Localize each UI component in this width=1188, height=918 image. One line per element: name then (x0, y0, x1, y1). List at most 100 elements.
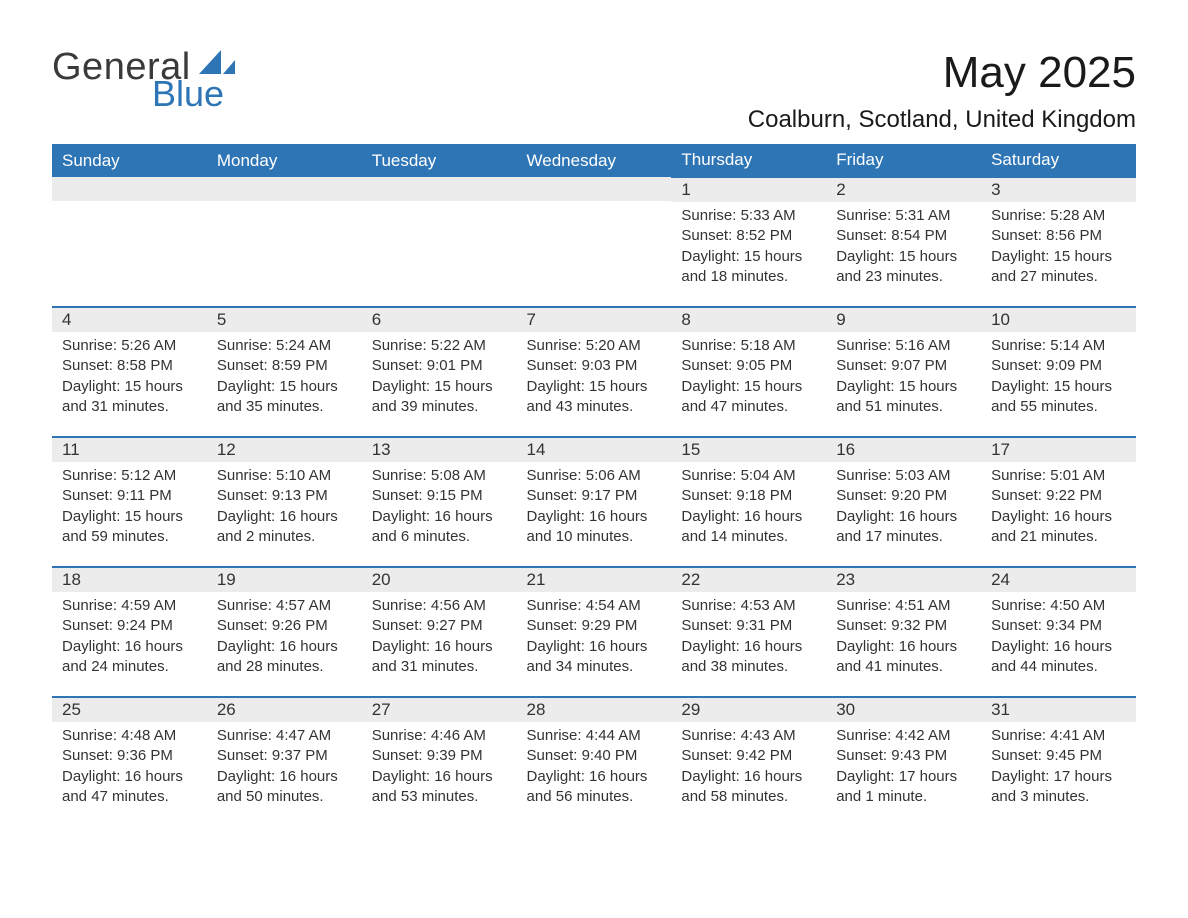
sunset-text: Sunset: 9:09 PM (991, 356, 1126, 376)
day-details: Sunrise: 5:20 AMSunset: 9:03 PMDaylight:… (523, 336, 666, 417)
brand-logo: General Blue (52, 48, 237, 112)
sunset-text: Sunset: 9:31 PM (681, 616, 816, 636)
sunrise-text: Sunrise: 5:12 AM (62, 466, 197, 486)
daylight-text: Daylight: 16 hours and 38 minutes. (681, 637, 816, 678)
calendar-row: 11Sunrise: 5:12 AMSunset: 9:11 PMDayligh… (52, 437, 1136, 567)
sunrise-text: Sunrise: 5:08 AM (372, 466, 507, 486)
weekday-header: Saturday (981, 144, 1136, 177)
day-number: 26 (207, 698, 362, 722)
location-subtitle: Coalburn, Scotland, United Kingdom (748, 106, 1136, 134)
sunrise-text: Sunrise: 4:46 AM (372, 726, 507, 746)
day-details: Sunrise: 5:18 AMSunset: 9:05 PMDaylight:… (677, 336, 820, 417)
sunset-text: Sunset: 9:40 PM (527, 746, 662, 766)
daylight-text: Daylight: 15 hours and 47 minutes. (681, 377, 816, 418)
daylight-text: Daylight: 16 hours and 17 minutes. (836, 507, 971, 548)
sunrise-text: Sunrise: 5:04 AM (681, 466, 816, 486)
day-details: Sunrise: 5:33 AMSunset: 8:52 PMDaylight:… (677, 206, 820, 287)
sunset-text: Sunset: 9:03 PM (527, 356, 662, 376)
calendar-cell: 6 Sunrise: 5:22 AMSunset: 9:01 PMDaylight… (362, 307, 517, 437)
daylight-text: Daylight: 17 hours and 3 minutes. (991, 767, 1126, 808)
day-details: Sunrise: 4:43 AMSunset: 9:42 PMDaylight:… (677, 726, 820, 807)
sunrise-text: Sunrise: 4:57 AM (217, 596, 352, 616)
daylight-text: Daylight: 15 hours and 55 minutes. (991, 377, 1126, 418)
day-number: 7 (517, 308, 672, 332)
day-number: 6 (362, 308, 517, 332)
day-number: 27 (362, 698, 517, 722)
sunrise-text: Sunrise: 5:31 AM (836, 206, 971, 226)
day-number: 3 (981, 178, 1136, 202)
day-number: 20 (362, 568, 517, 592)
page-header: General Blue May 2025 Coalburn, Scotland… (52, 48, 1136, 144)
day-number: 8 (671, 308, 826, 332)
day-details: Sunrise: 5:14 AMSunset: 9:09 PMDaylight:… (987, 336, 1130, 417)
day-details: Sunrise: 5:08 AMSunset: 9:15 PMDaylight:… (368, 466, 511, 547)
day-number: 23 (826, 568, 981, 592)
sunset-text: Sunset: 9:45 PM (991, 746, 1126, 766)
calendar-cell: 13 Sunrise: 5:08 AMSunset: 9:15 PMDayligh… (362, 437, 517, 567)
sunrise-text: Sunrise: 4:43 AM (681, 726, 816, 746)
day-details: Sunrise: 5:04 AMSunset: 9:18 PMDaylight:… (677, 466, 820, 547)
day-details: Sunrise: 4:41 AMSunset: 9:45 PMDaylight:… (987, 726, 1130, 807)
sunrise-text: Sunrise: 4:59 AM (62, 596, 197, 616)
day-details: Sunrise: 5:28 AMSunset: 8:56 PMDaylight:… (987, 206, 1130, 287)
sunset-text: Sunset: 9:07 PM (836, 356, 971, 376)
sunrise-text: Sunrise: 4:56 AM (372, 596, 507, 616)
day-details: Sunrise: 4:46 AMSunset: 9:39 PMDaylight:… (368, 726, 511, 807)
sunrise-text: Sunrise: 4:48 AM (62, 726, 197, 746)
day-number: 13 (362, 438, 517, 462)
calendar-cell: 21 Sunrise: 4:54 AMSunset: 9:29 PMDayligh… (517, 567, 672, 697)
sunset-text: Sunset: 9:13 PM (217, 486, 352, 506)
calendar-cell: 19Sunrise: 4:57 AMSunset: 9:26 PMDayligh… (207, 567, 362, 697)
daynum-placeholder (362, 177, 517, 201)
sunset-text: Sunset: 8:52 PM (681, 226, 816, 246)
brand-word2: Blue (152, 76, 224, 112)
day-number: 15 (671, 438, 826, 462)
daynum-placeholder (207, 177, 362, 201)
day-number: 18 (52, 568, 207, 592)
sunset-text: Sunset: 9:18 PM (681, 486, 816, 506)
calendar-cell: 16Sunrise: 5:03 AMSunset: 9:20 PMDayligh… (826, 437, 981, 567)
sunset-text: Sunset: 9:26 PM (217, 616, 352, 636)
day-number: 21 (517, 568, 672, 592)
daylight-text: Daylight: 15 hours and 23 minutes. (836, 247, 971, 288)
sunset-text: Sunset: 9:22 PM (991, 486, 1126, 506)
day-details: Sunrise: 5:31 AMSunset: 8:54 PMDaylight:… (832, 206, 975, 287)
sunset-text: Sunset: 9:01 PM (372, 356, 507, 376)
daylight-text: Daylight: 16 hours and 53 minutes. (372, 767, 507, 808)
sunrise-text: Sunrise: 4:54 AM (527, 596, 662, 616)
day-details: Sunrise: 4:56 AMSunset: 9:27 PMDaylight:… (368, 596, 511, 677)
daylight-text: Daylight: 15 hours and 27 minutes. (991, 247, 1126, 288)
page-title: May 2025 (748, 48, 1136, 98)
calendar-cell: 31Sunrise: 4:41 AMSunset: 9:45 PMDayligh… (981, 697, 1136, 827)
daylight-text: Daylight: 16 hours and 50 minutes. (217, 767, 352, 808)
calendar-cell: 26Sunrise: 4:47 AMSunset: 9:37 PMDayligh… (207, 697, 362, 827)
day-details: Sunrise: 5:03 AMSunset: 9:20 PMDaylight:… (832, 466, 975, 547)
daynum-placeholder (517, 177, 672, 201)
calendar-cell: 23Sunrise: 4:51 AMSunset: 9:32 PMDayligh… (826, 567, 981, 697)
day-number: 17 (981, 438, 1136, 462)
day-number: 14 (517, 438, 672, 462)
calendar-row: 1Sunrise: 5:33 AMSunset: 8:52 PMDaylight… (52, 177, 1136, 307)
calendar-cell: 17Sunrise: 5:01 AMSunset: 9:22 PMDayligh… (981, 437, 1136, 567)
calendar-thead: SundayMondayTuesdayWednesdayThursdayFrid… (52, 144, 1136, 177)
day-number: 5 (207, 308, 362, 332)
sunrise-text: Sunrise: 5:16 AM (836, 336, 971, 356)
day-details: Sunrise: 4:54 AMSunset: 9:29 PMDaylight:… (523, 596, 666, 677)
day-details: Sunrise: 5:22 AMSunset: 9:01 PMDaylight:… (368, 336, 511, 417)
calendar-cell: 25Sunrise: 4:48 AMSunset: 9:36 PMDayligh… (52, 697, 207, 827)
day-details: Sunrise: 4:59 AMSunset: 9:24 PMDaylight:… (58, 596, 201, 677)
sunrise-text: Sunrise: 4:51 AM (836, 596, 971, 616)
sunrise-text: Sunrise: 5:10 AM (217, 466, 352, 486)
daylight-text: Daylight: 16 hours and 47 minutes. (62, 767, 197, 808)
daylight-text: Daylight: 17 hours and 1 minute. (836, 767, 971, 808)
daylight-text: Daylight: 16 hours and 10 minutes. (527, 507, 662, 548)
calendar-cell: 7 Sunrise: 5:20 AMSunset: 9:03 PMDaylight… (517, 307, 672, 437)
daylight-text: Daylight: 16 hours and 14 minutes. (681, 507, 816, 548)
daylight-text: Daylight: 16 hours and 24 minutes. (62, 637, 197, 678)
daylight-text: Daylight: 16 hours and 6 minutes. (372, 507, 507, 548)
calendar-row: 18 Sunrise: 4:59 AMSunset: 9:24 PMDayligh… (52, 567, 1136, 697)
title-block: May 2025 Coalburn, Scotland, United King… (748, 48, 1136, 144)
sunrise-text: Sunrise: 5:18 AM (681, 336, 816, 356)
calendar-cell: 9Sunrise: 5:16 AMSunset: 9:07 PMDaylight… (826, 307, 981, 437)
sunrise-text: Sunrise: 5:06 AM (527, 466, 662, 486)
